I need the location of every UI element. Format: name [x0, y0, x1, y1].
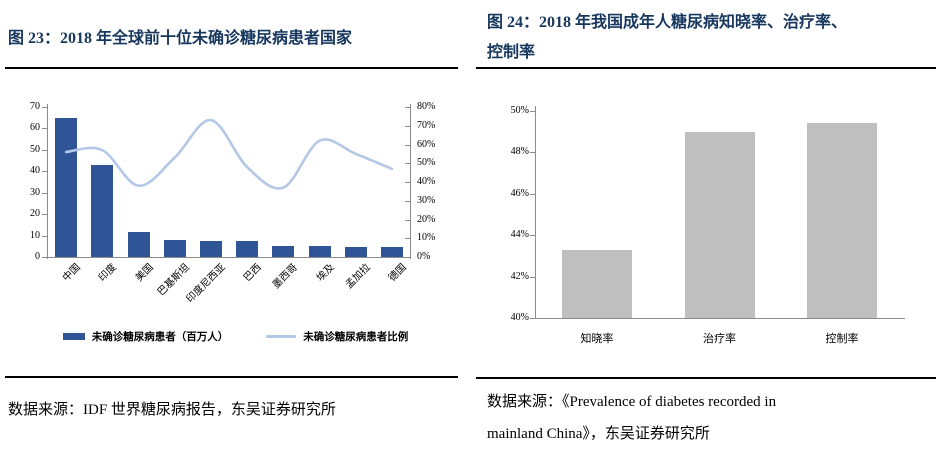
y-axis-tick-label: 40% — [510, 312, 529, 323]
x-axis-label-印度: 印度 — [97, 262, 120, 284]
figure23-legend: 未确诊糖尿病患者（百万人） 未确诊糖尿病患者比例 — [0, 329, 471, 344]
right-axis-tick-label: 70% — [417, 119, 436, 131]
value-axis-line — [535, 106, 536, 319]
left-axis-tick-mark — [42, 171, 47, 173]
ratio-line-path — [64, 118, 394, 190]
left-axis-tick-mark — [42, 235, 47, 237]
y-axis-tick-mark — [530, 318, 535, 319]
right-axis-tick-label: 30% — [417, 194, 436, 206]
bar-中国 — [55, 117, 78, 257]
left-axis-tick-mark — [42, 257, 47, 258]
right-axis-tick-label: 40% — [417, 176, 436, 187]
line-swatch-icon — [266, 335, 297, 338]
category-axis-line — [47, 257, 411, 258]
legend-item-undiagnosed-count: 未确诊糖尿病患者（百万人） — [62, 329, 229, 344]
left-axis-tick-mark — [42, 214, 47, 216]
bar-巴西 — [236, 240, 259, 257]
legend-label-bar: 未确诊糖尿病患者（百万人） — [91, 332, 229, 343]
left-axis-tick-mark — [42, 128, 47, 130]
bar-埃及 — [308, 246, 331, 257]
bar-控制率 — [807, 123, 877, 318]
right-axis-tick-label: 80% — [417, 101, 436, 112]
legend-label-line: 未确诊糖尿病患者比例 — [303, 332, 409, 343]
bar-印度尼西亚 — [199, 241, 222, 257]
figure23-chart: 0 10 20 30 40 50 60 70 0% 10% 20% 30% 40% 50% 60% 70% 80… — [0, 0, 471, 449]
y-axis-tick-mark — [530, 235, 535, 237]
figure23-panel: 图 23：2018 年全球前十位未确诊糖尿病患者国家 0 10 20 30 40 50 60… — [0, 0, 471, 449]
right-axis-tick-label: 10% — [417, 232, 436, 244]
x-axis-label-巴基斯坦: 巴基斯坦 — [155, 262, 192, 299]
bar-德国 — [380, 246, 403, 257]
right-axis-tick-label: 60% — [417, 138, 436, 150]
y-axis-tick-label: 46% — [510, 187, 529, 199]
bar-美国 — [127, 232, 150, 257]
y-axis-tick-label: 50% — [510, 105, 529, 116]
x-axis-label-治疗率: 治疗率 — [703, 333, 736, 345]
legend-item-undiagnosed-ratio: 未确诊糖尿病患者比例 — [266, 329, 408, 344]
right-axis-tick-mark — [405, 257, 410, 258]
left-axis-tick-label: 20 — [30, 208, 40, 220]
left-axis-tick-label: 30 — [30, 186, 40, 198]
bar-知晓率 — [562, 249, 632, 318]
right-axis-tick-label: 20% — [417, 213, 436, 225]
x-axis-label-控制率: 控制率 — [825, 333, 859, 345]
figure23-source: 数据来源：IDF 世界糖尿病报告，东吴证券研究所 — [8, 402, 336, 418]
y-axis-tick-mark — [530, 152, 535, 154]
figure23-title: 图 23：2018 年全球前十位未确诊糖尿病患者国家 — [8, 30, 353, 47]
figure24-title-line1: 图 24：2018 年我国成年人糖尿病知晓率、治疗率、 — [487, 14, 848, 31]
x-axis-label-德国: 德国 — [386, 262, 409, 284]
x-axis-label-墨西哥: 墨西哥 — [271, 262, 301, 291]
left-axis-tick-mark — [42, 192, 47, 194]
right-axis-tick-mark — [405, 182, 410, 183]
bar-孟加拉 — [344, 246, 367, 257]
right-axis-tick-mark — [405, 219, 410, 221]
x-axis-label-埃及: 埃及 — [314, 262, 337, 284]
right-axis-tick-mark — [405, 144, 410, 146]
right-value-axis-line — [410, 104, 411, 259]
figure23-bottom-rule — [5, 376, 458, 378]
left-value-axis-line — [47, 104, 48, 259]
left-axis-tick-mark — [42, 107, 47, 108]
figure24-source-line1: 数据来源：《Prevalence of diabetes recorded in — [487, 394, 777, 410]
right-axis-tick-mark — [405, 238, 410, 240]
bar-swatch-icon — [62, 333, 85, 340]
x-axis-label-巴西: 巴西 — [241, 262, 264, 284]
right-axis-tick-mark — [405, 125, 410, 127]
bar-治疗率 — [684, 131, 755, 318]
right-axis-tick-mark — [405, 107, 410, 108]
x-axis-label-知晓率: 知晓率 — [580, 333, 614, 345]
left-axis-tick-label: 40 — [30, 165, 40, 177]
x-axis-label-中国: 中国 — [60, 262, 83, 284]
figure24-bottom-rule — [476, 377, 936, 379]
figure24-panel: 图 24：2018 年我国成年人糖尿病知晓率、治疗率、 控制率 40% 42% 44… — [471, 0, 943, 449]
y-axis-tick-label: 44% — [510, 229, 529, 241]
x-axis-label-孟加拉: 孟加拉 — [343, 262, 373, 291]
left-axis-tick-mark — [42, 149, 47, 151]
y-axis-tick-label: 42% — [510, 270, 529, 282]
left-axis-tick-label: 0 — [35, 251, 40, 262]
category-axis-line — [535, 318, 905, 319]
left-axis-tick-label: 60 — [30, 122, 40, 134]
y-axis-tick-mark — [530, 111, 535, 112]
right-axis-tick-mark — [405, 163, 410, 165]
y-axis-tick-mark — [530, 276, 535, 278]
left-axis-tick-label: 10 — [30, 229, 40, 241]
right-axis-tick-mark — [405, 200, 410, 202]
figure24-chart: 40% 42% 44% 46% 48% 50% 知晓率 治疗率 控制率 — [471, 0, 943, 449]
x-axis-label-美国: 美国 — [133, 262, 156, 284]
y-axis-tick-mark — [530, 193, 535, 195]
bar-墨西哥 — [272, 246, 295, 257]
left-axis-tick-label: 70 — [30, 101, 40, 112]
left-axis-tick-label: 50 — [30, 143, 40, 155]
right-axis-tick-label: 0% — [417, 251, 431, 262]
figure24-title-rule — [476, 67, 936, 69]
figure23-title-rule — [5, 67, 458, 69]
figure24-source-line2: mainland China》，东吴证券研究所 — [487, 426, 710, 442]
bar-印度 — [91, 164, 114, 257]
right-axis-tick-label: 50% — [417, 157, 436, 169]
bar-巴基斯坦 — [163, 239, 186, 257]
y-axis-tick-label: 48% — [510, 146, 529, 158]
figure24-title-line2: 控制率 — [487, 44, 536, 61]
